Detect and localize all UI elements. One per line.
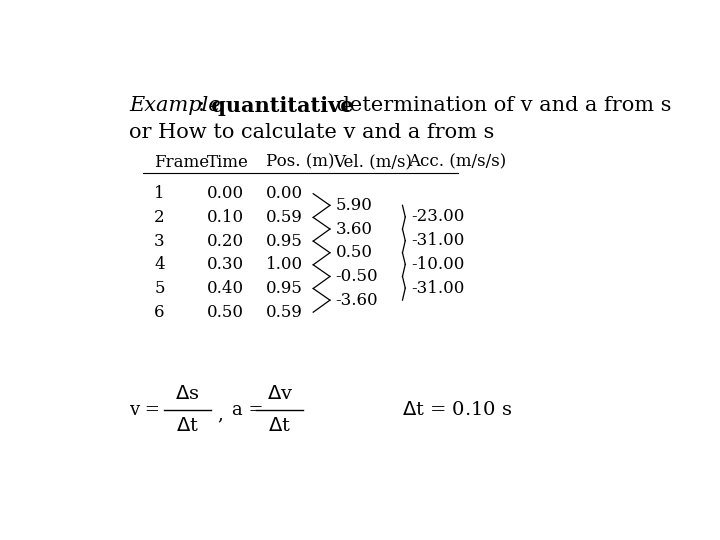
Text: 0.59: 0.59 — [266, 303, 302, 321]
Text: -10.00: -10.00 — [411, 256, 464, 273]
Text: 0.10: 0.10 — [207, 209, 244, 226]
Text: $\Delta$t: $\Delta$t — [269, 417, 291, 435]
Text: 0.00: 0.00 — [207, 185, 244, 202]
Text: or How to calculate v and a from s: or How to calculate v and a from s — [129, 123, 495, 142]
Text: 2: 2 — [154, 209, 165, 226]
Text: :: : — [198, 96, 204, 115]
Text: -23.00: -23.00 — [411, 208, 464, 226]
Text: 0.00: 0.00 — [266, 185, 303, 202]
Text: 1.00: 1.00 — [266, 256, 303, 273]
Text: 0.50: 0.50 — [207, 303, 244, 321]
Text: 0.59: 0.59 — [266, 209, 302, 226]
Text: ,: , — [217, 405, 223, 423]
Text: 1: 1 — [154, 185, 165, 202]
Text: Pos. (m): Pos. (m) — [266, 154, 334, 171]
Text: -0.50: -0.50 — [336, 268, 378, 285]
Text: 0.20: 0.20 — [207, 233, 244, 249]
Text: Frame: Frame — [154, 154, 210, 171]
Text: Acc. (m/s/s): Acc. (m/s/s) — [408, 154, 506, 171]
Text: quantitative: quantitative — [204, 96, 354, 116]
Text: $\Delta$v: $\Delta$v — [266, 385, 293, 403]
Text: $\Delta$t = 0.10 s: $\Delta$t = 0.10 s — [402, 401, 513, 419]
Text: 4: 4 — [154, 256, 165, 273]
Text: Time: Time — [207, 154, 249, 171]
Text: 3: 3 — [154, 233, 165, 249]
Text: 5.90: 5.90 — [336, 197, 372, 214]
Text: v =: v = — [129, 401, 160, 419]
Text: 0.50: 0.50 — [336, 244, 372, 261]
Text: 0.30: 0.30 — [207, 256, 244, 273]
Text: Vel. (m/s): Vel. (m/s) — [333, 154, 412, 171]
Text: 5: 5 — [154, 280, 165, 297]
Text: $\Delta$s: $\Delta$s — [176, 385, 200, 403]
Text: 0.95: 0.95 — [266, 280, 302, 297]
Text: Example: Example — [129, 96, 221, 115]
Text: -3.60: -3.60 — [336, 292, 378, 309]
Text: -31.00: -31.00 — [411, 232, 464, 249]
Text: a =: a = — [233, 401, 264, 419]
Text: 0.95: 0.95 — [266, 233, 302, 249]
Text: 3.60: 3.60 — [336, 220, 372, 238]
Text: determination of v and a from s: determination of v and a from s — [330, 96, 672, 115]
Text: 0.40: 0.40 — [207, 280, 244, 297]
Text: -31.00: -31.00 — [411, 280, 464, 296]
Text: $\Delta$t: $\Delta$t — [176, 417, 199, 435]
Text: 6: 6 — [154, 303, 165, 321]
